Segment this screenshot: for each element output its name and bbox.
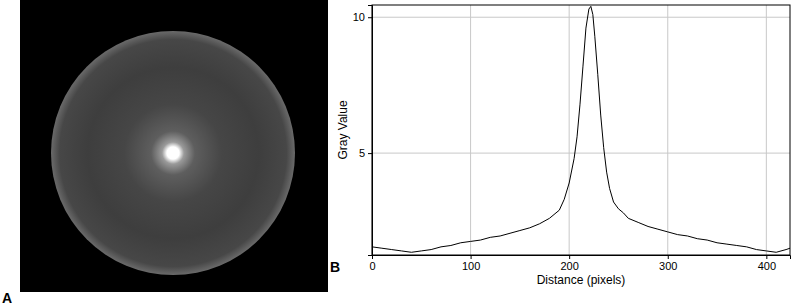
panel-a — [20, 0, 328, 292]
tick: 10 — [353, 11, 372, 23]
grid-line — [766, 5, 767, 255]
plot-area — [372, 6, 790, 252]
tick-label: 100 — [462, 260, 480, 272]
panel-label: A — [2, 290, 12, 306]
tick: 400 — [758, 255, 776, 272]
grid-line — [470, 5, 471, 255]
tick-label: 200 — [560, 260, 578, 272]
tick: 300 — [659, 255, 677, 272]
grid-line — [569, 5, 570, 255]
tick-mark — [471, 255, 472, 259]
tick-label: 300 — [659, 260, 677, 272]
grid-line — [372, 17, 790, 18]
tick: 100 — [462, 255, 480, 272]
x-axis-title: Distance (pixels) — [537, 273, 626, 287]
tick-mark — [368, 153, 372, 154]
tick-mark — [668, 255, 669, 259]
tick-label: 400 — [758, 260, 776, 272]
x-axis: 0 100 200 300 400 — [369, 255, 790, 272]
profile-line — [372, 6, 790, 252]
axis-line — [373, 256, 791, 260]
grid-line — [667, 5, 668, 255]
panel-label: B — [330, 259, 340, 275]
y-axis: 5 10 — [353, 6, 373, 256]
tick: 0 — [369, 255, 375, 272]
tick-mark — [766, 255, 767, 259]
image-disk — [51, 31, 295, 275]
tick-mark — [569, 255, 570, 259]
plot-frame — [372, 5, 790, 255]
axis-line — [368, 6, 373, 256]
figure: A 0 100 200 300 400 5 10 Distance (pixels) Gray V… — [0, 0, 800, 308]
tick-mark — [368, 17, 372, 18]
image-background — [20, 0, 328, 292]
grid — [372, 5, 790, 255]
tick-label: 0 — [369, 260, 375, 272]
tick: 200 — [560, 255, 578, 272]
grid-line — [372, 153, 790, 154]
tick: 5 — [359, 147, 372, 159]
tick-label: 10 — [353, 11, 365, 23]
panel-b: 0 100 200 300 400 5 10 Distance (pixels) Gray Va… — [336, 5, 791, 287]
y-axis-title: Gray Value — [336, 100, 350, 159]
tick-label: 5 — [359, 147, 365, 159]
